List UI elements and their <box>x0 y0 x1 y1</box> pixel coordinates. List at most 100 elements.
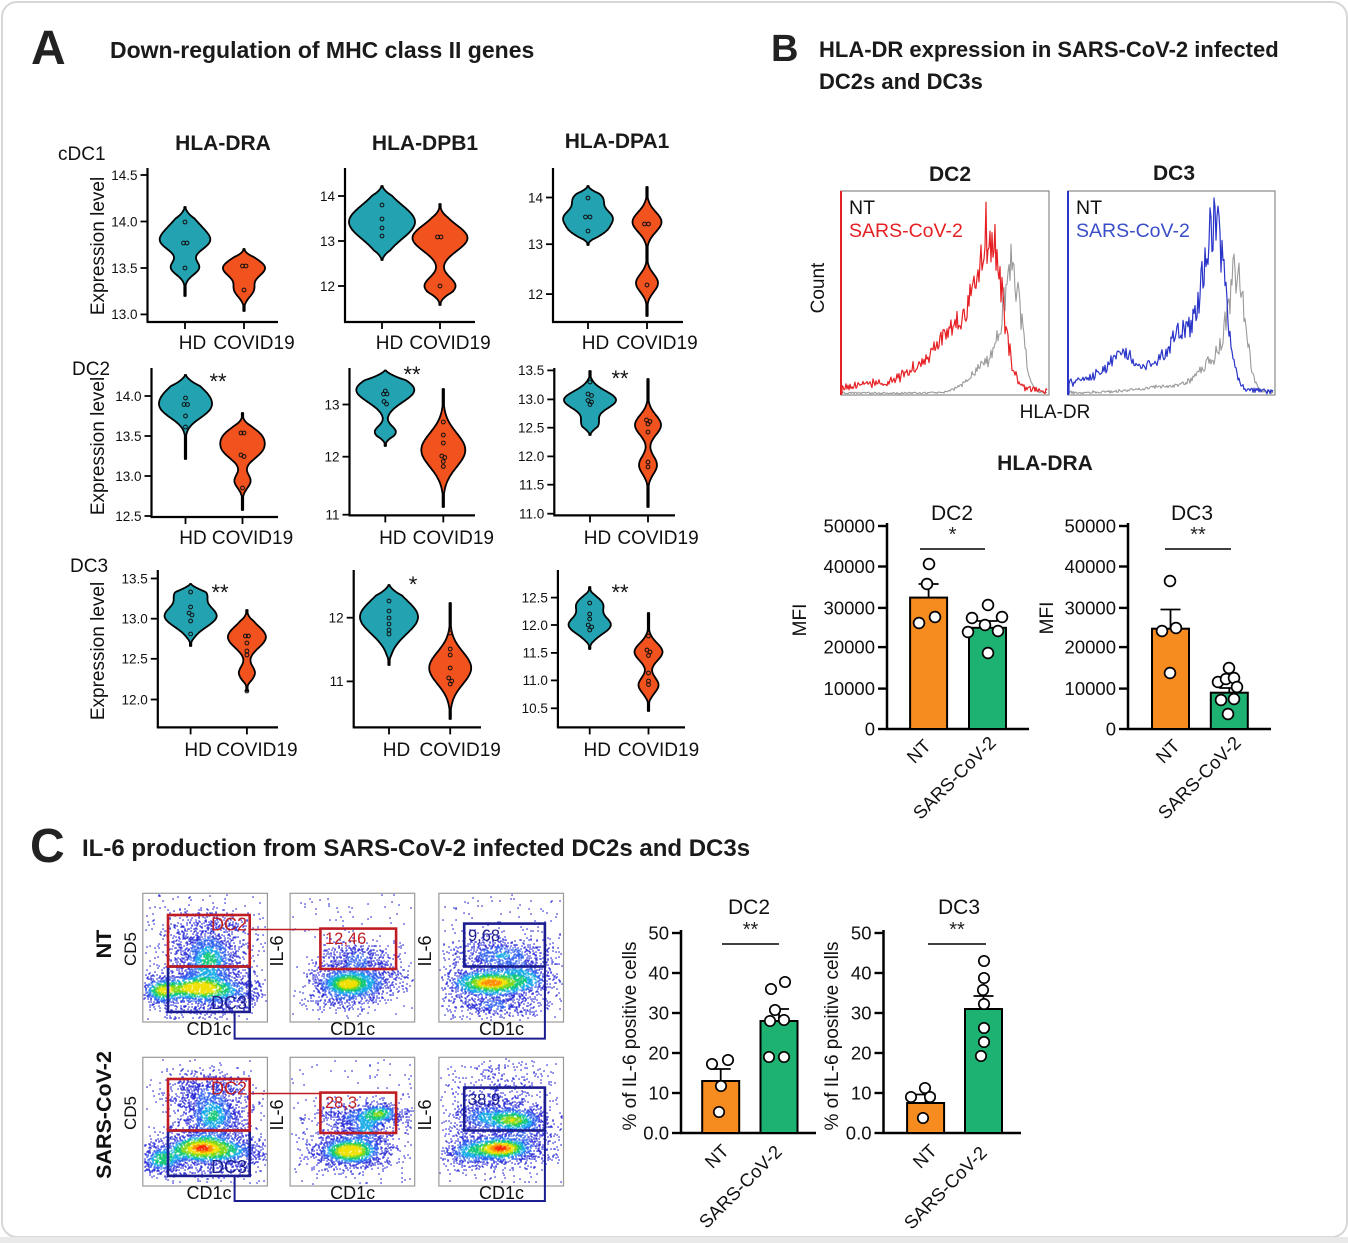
svg-text:DC2: DC2 <box>728 896 770 919</box>
svg-text:*: * <box>409 572 418 597</box>
svg-text:DC2: DC2 <box>931 502 973 525</box>
svg-text:14.0: 14.0 <box>111 214 137 229</box>
svg-text:12.5: 12.5 <box>518 421 544 436</box>
svg-text:CD1c: CD1c <box>330 1183 375 1203</box>
svg-text:HD: HD <box>179 333 206 354</box>
svg-text:14.5: 14.5 <box>111 168 137 183</box>
svg-text:Expression level: Expression level <box>88 177 109 315</box>
svg-text:12,46: 12,46 <box>325 930 366 948</box>
svg-text:12.0: 12.0 <box>122 692 148 707</box>
svg-text:40: 40 <box>851 963 872 984</box>
svg-text:cDC1: cDC1 <box>58 144 106 165</box>
svg-text:HLA-DRA: HLA-DRA <box>175 132 271 155</box>
svg-text:DC2: DC2 <box>72 359 110 380</box>
svg-text:14: 14 <box>320 189 336 204</box>
svg-text:DC2s and DC3s: DC2s and DC3s <box>819 69 983 94</box>
svg-text:DC3: DC3 <box>938 896 980 919</box>
svg-text:**: ** <box>611 366 629 391</box>
svg-text:CD1c: CD1c <box>330 1019 375 1039</box>
svg-text:13.0: 13.0 <box>122 612 148 627</box>
svg-text:IL-6: IL-6 <box>415 1099 435 1130</box>
svg-text:**: ** <box>209 369 227 394</box>
svg-text:Expression level: Expression level <box>88 582 109 720</box>
svg-text:13: 13 <box>324 397 339 412</box>
svg-text:13.5: 13.5 <box>115 429 141 444</box>
svg-text:30: 30 <box>851 1003 872 1024</box>
svg-text:0: 0 <box>1106 719 1116 740</box>
svg-text:50: 50 <box>648 923 669 944</box>
svg-text:Down-regulation of MHC class I: Down-regulation of MHC class II genes <box>110 37 534 63</box>
svg-text:10000: 10000 <box>1065 678 1116 699</box>
svg-text:11: 11 <box>325 508 339 523</box>
svg-text:A: A <box>31 22 66 75</box>
svg-text:50000: 50000 <box>1065 516 1116 537</box>
svg-text:CD1c: CD1c <box>479 1019 524 1039</box>
svg-text:28,3: 28,3 <box>325 1094 357 1112</box>
svg-text:20: 20 <box>648 1043 669 1064</box>
svg-text:12.0: 12.0 <box>518 449 544 464</box>
svg-text:SARS-CoV-2: SARS-CoV-2 <box>849 220 963 242</box>
svg-text:COVID19: COVID19 <box>413 528 494 549</box>
svg-text:COVID19: COVID19 <box>616 333 697 354</box>
svg-text:CD1c: CD1c <box>186 1019 231 1039</box>
svg-text:10: 10 <box>648 1083 669 1104</box>
svg-text:NT: NT <box>909 1140 941 1172</box>
svg-text:SARS-CoV-2: SARS-CoV-2 <box>92 1051 116 1179</box>
svg-text:DC3: DC3 <box>1153 162 1195 185</box>
svg-text:MFI: MFI <box>1037 602 1058 635</box>
svg-text:30: 30 <box>648 1003 669 1024</box>
svg-text:13.5: 13.5 <box>518 363 544 378</box>
svg-text:10.5: 10.5 <box>522 701 548 716</box>
svg-text:DC2: DC2 <box>211 1079 247 1099</box>
svg-text:CD5: CD5 <box>121 932 140 966</box>
svg-text:HD: HD <box>379 528 406 549</box>
svg-text:IL-6: IL-6 <box>415 935 435 966</box>
svg-text:Expression level: Expression level <box>88 377 109 515</box>
svg-text:DC2: DC2 <box>211 915 247 935</box>
svg-text:HD: HD <box>383 740 410 761</box>
svg-text:13.5: 13.5 <box>111 261 137 276</box>
svg-text:11: 11 <box>330 674 344 689</box>
svg-text:20: 20 <box>851 1043 872 1064</box>
svg-text:12.0: 12.0 <box>522 618 548 633</box>
svg-text:DC2: DC2 <box>929 163 971 186</box>
svg-text:40000: 40000 <box>824 556 875 577</box>
svg-text:12: 12 <box>528 287 543 302</box>
svg-text:38,9: 38,9 <box>468 1091 500 1109</box>
svg-text:HD: HD <box>184 740 211 761</box>
svg-text:**: ** <box>211 580 229 605</box>
svg-text:DC3: DC3 <box>211 993 247 1013</box>
svg-text:12: 12 <box>320 279 335 294</box>
svg-text:HLA-DR: HLA-DR <box>1020 402 1091 423</box>
svg-text:HLA-DR expression in SARS-CoV-: HLA-DR expression in SARS-CoV-2 infected <box>819 37 1279 62</box>
svg-text:DC3: DC3 <box>211 1157 247 1177</box>
svg-text:DC3: DC3 <box>1171 502 1213 525</box>
svg-text:12: 12 <box>329 611 344 626</box>
svg-text:COVID19: COVID19 <box>212 528 293 549</box>
svg-text:COVID19: COVID19 <box>618 740 699 761</box>
svg-text:NT: NT <box>849 197 875 219</box>
svg-text:12.5: 12.5 <box>115 509 141 524</box>
svg-text:HD: HD <box>376 333 403 354</box>
svg-text:12.5: 12.5 <box>522 590 548 605</box>
svg-text:HD: HD <box>583 740 610 761</box>
svg-text:14: 14 <box>528 190 544 205</box>
svg-text:12.5: 12.5 <box>122 652 148 667</box>
svg-text:IL-6 production from SARS-CoV-: IL-6 production from SARS-CoV-2 infected… <box>82 835 750 862</box>
svg-text:13: 13 <box>528 237 543 252</box>
svg-text:SARS-CoV-2: SARS-CoV-2 <box>1076 220 1190 242</box>
svg-text:COVID19: COVID19 <box>409 333 490 354</box>
svg-text:40: 40 <box>648 963 669 984</box>
svg-text:CD1c: CD1c <box>186 1183 231 1203</box>
svg-text:13.0: 13.0 <box>111 307 137 322</box>
svg-text:CD1c: CD1c <box>479 1183 524 1203</box>
svg-text:**: ** <box>611 580 629 605</box>
svg-text:20000: 20000 <box>1065 637 1116 658</box>
svg-text:**: ** <box>743 919 759 941</box>
svg-text:14.0: 14.0 <box>115 389 141 404</box>
svg-text:HD: HD <box>179 528 206 549</box>
svg-text:12: 12 <box>324 450 339 465</box>
svg-text:9,68: 9,68 <box>468 927 500 945</box>
svg-text:IL-6: IL-6 <box>267 935 287 966</box>
svg-text:0.0: 0.0 <box>846 1123 872 1144</box>
